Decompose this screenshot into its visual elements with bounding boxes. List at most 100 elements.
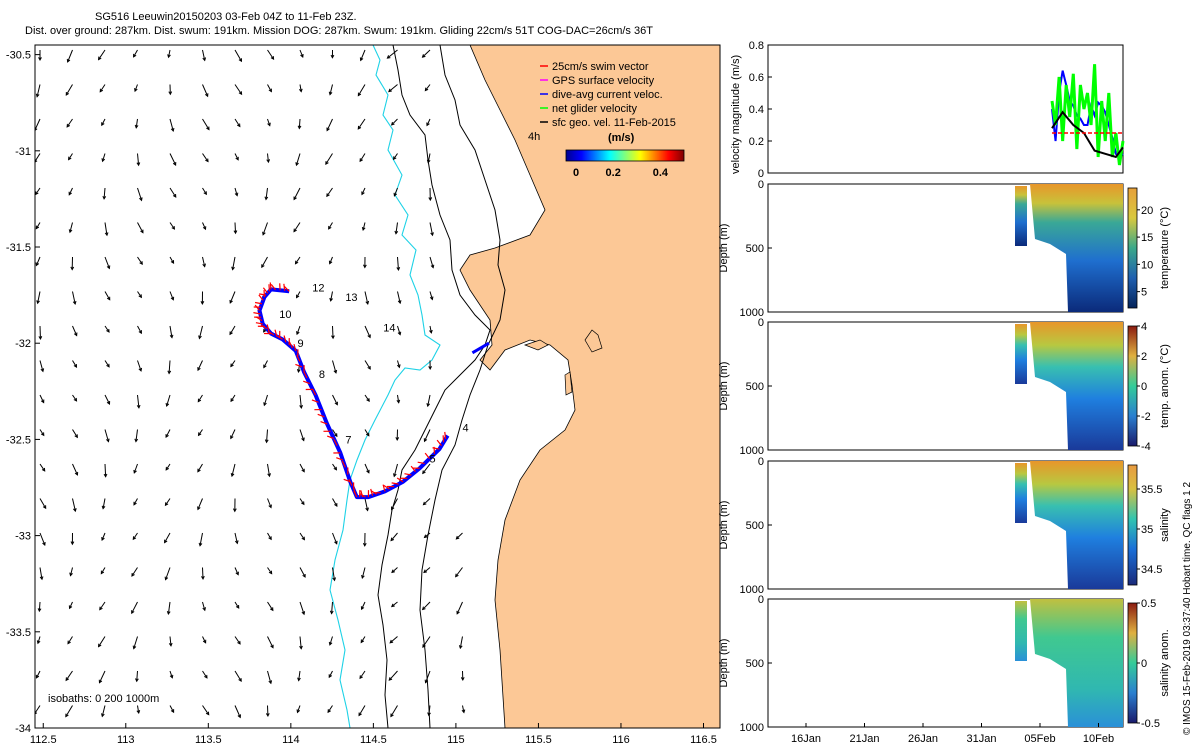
swim-vector-arrow: [317, 413, 325, 418]
velocity-arrow: [332, 532, 338, 545]
swim-vector-arrow: [341, 460, 346, 468]
velocity-arrow-head: [198, 542, 203, 547]
velocity-arrow-head: [263, 364, 267, 369]
swim-vector-arrow: [444, 431, 447, 439]
swim-vector-arrow: [288, 341, 294, 349]
section-colorbar: [1127, 325, 1138, 447]
map-y-tick-label: -32.5: [6, 434, 31, 446]
velocity-arrow: [231, 463, 236, 477]
velocity-arrow-head: [201, 575, 205, 580]
velocity-arrow: [299, 532, 305, 540]
swim-vector-arrow: [303, 380, 311, 385]
velocity-arrow-head: [268, 536, 272, 541]
velocity-arrow-head: [197, 398, 202, 403]
velocity-arrow: [169, 291, 174, 300]
velocity-arrow: [422, 49, 431, 58]
velocity-arrow: [388, 84, 398, 92]
velocity-arrow: [267, 670, 272, 684]
velocity-arrow-head: [264, 439, 269, 444]
colorbar-tick-label: 34.5: [1141, 564, 1162, 576]
velocity-arrow: [329, 256, 333, 264]
velocity-arrow-head: [133, 53, 137, 58]
rottnest-island: [523, 329, 603, 396]
velocity-arrow: [102, 153, 106, 162]
map-y-tick-label: -33.5: [6, 627, 31, 639]
map-y-tick-labels: -30.5 -31 -31.5 -32 -32.5 -33 -33.5 -34: [6, 50, 40, 735]
velocity-arrow-head: [168, 91, 173, 96]
legend-entry: 25cm/s swim vector: [552, 61, 649, 73]
velocity-arrow: [267, 84, 272, 92]
velocity-arrow-head: [132, 536, 137, 541]
velocity-arrow-head: [395, 437, 400, 442]
velocity-arrow-head: [35, 674, 40, 679]
velocity-arrow: [202, 187, 207, 195]
velocity-arrow-head: [42, 542, 46, 547]
land-area: [459, 45, 720, 728]
velocity-arrow-head: [429, 296, 434, 301]
velocity-arrow-head: [165, 466, 170, 471]
velocity-arrow: [37, 291, 41, 304]
velocity-arrow-head: [101, 713, 105, 718]
velocity-arrow: [134, 84, 138, 92]
velocity-arrow-head: [334, 503, 338, 507]
speed-colorbar-ticks: 0 0.2 0.4: [573, 167, 669, 179]
depth-ylabel: Depth (m): [718, 224, 730, 273]
velocity-arrow-head: [197, 468, 201, 473]
legend-entry: GPS surface velocity: [552, 75, 655, 87]
velocity-arrow: [137, 325, 142, 334]
velocity-arrow: [38, 601, 41, 612]
velocity-arrow: [137, 256, 143, 265]
velocity-arrow: [103, 187, 106, 199]
velocity-arrow-head: [67, 640, 71, 645]
velocity-arrow-head: [164, 502, 169, 507]
velocity-arrow: [361, 187, 366, 195]
velocity-arrow: [69, 601, 73, 609]
time-axis-ticks: 16Jan 21Jan 26Jan 31Jan 05Feb 10Feb: [791, 723, 1114, 745]
velocity-arrow: [104, 222, 108, 236]
swim-vector-arrow: [260, 324, 268, 330]
velocity-arrow: [197, 463, 203, 472]
velocity-arrow-head: [263, 402, 267, 407]
velocity-arrow: [364, 498, 369, 511]
swim-vector-arrow: [320, 421, 328, 425]
velocity-ylabel: velocity magnitude (m/s): [730, 55, 742, 174]
velocity-arrow: [299, 567, 306, 578]
swim-vector-arrow: [255, 322, 263, 325]
velocity-arrow: [266, 429, 268, 443]
velocity-arrow-head: [389, 639, 394, 644]
velocity-arrow-head: [430, 232, 434, 237]
velocity-arrow-head: [167, 370, 172, 375]
velocity-arrow-head: [204, 93, 209, 98]
velocity-arrow: [422, 601, 431, 610]
depth-tick-label: 0: [758, 594, 764, 606]
velocity-arrow: [423, 498, 431, 506]
velocity-arrow-head: [331, 335, 335, 340]
velocity-arrow: [427, 153, 431, 163]
velocity-arrow: [165, 567, 171, 580]
velocity-arrow-head: [429, 329, 433, 334]
velocity-arrow-head: [202, 226, 207, 231]
velocity-arrow: [267, 153, 269, 163]
velocity-arrow-head: [268, 570, 273, 575]
velocity-arrow: [72, 498, 76, 512]
velocity-arrow-head: [396, 267, 401, 271]
map-x-tick-labels: 112.5 113 113.5 114 114.5 115 115.5 116 116.5: [30, 723, 717, 746]
velocity-arrow-head: [40, 432, 45, 437]
velocity-arrow: [456, 601, 463, 615]
map-legend: 25cm/s swim vector GPS surface velocity di…: [540, 61, 676, 129]
velocity-arrow-head: [198, 335, 202, 340]
velocity-arrow-head: [230, 435, 234, 440]
velocity-arrow-head: [391, 506, 395, 511]
velocity-arrow-head: [202, 607, 206, 612]
velocity-arrow: [357, 84, 366, 96]
velocity-arrow-head: [68, 156, 72, 161]
velocity-arrow-head: [301, 536, 306, 541]
velocity-arrow: [329, 84, 333, 95]
velocity-arrow-head: [169, 674, 174, 679]
velocity-arrow-head: [391, 569, 395, 574]
depth-tick-label: 0: [758, 179, 764, 191]
velocity-arrow: [39, 360, 44, 372]
velocity-arrow: [69, 222, 73, 233]
velocity-arrow-head: [397, 331, 402, 336]
